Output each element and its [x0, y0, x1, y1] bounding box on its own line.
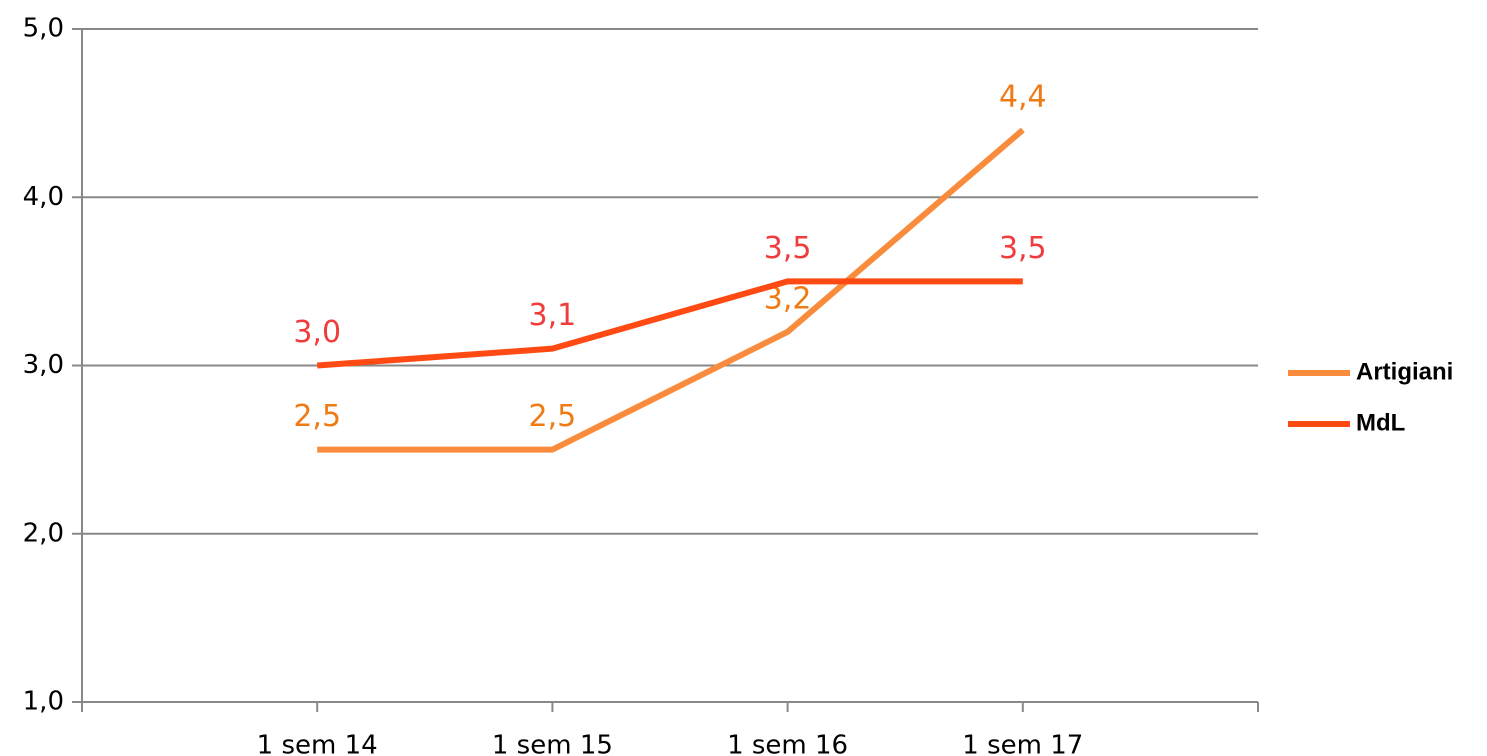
data-label: 2,5 — [529, 399, 577, 434]
data-label: 3,5 — [999, 231, 1047, 266]
y-tick-label: 4,0 — [23, 182, 64, 212]
y-tick-label: 3,0 — [23, 350, 64, 380]
data-label: 3,1 — [529, 298, 577, 333]
data-label: 4,4 — [999, 79, 1047, 114]
x-tick-label: 1 sem 16 — [727, 731, 848, 756]
x-tick-label: 1 sem 14 — [257, 731, 378, 756]
data-label: 3,5 — [764, 231, 812, 266]
line — [316, 278, 1023, 369]
y-tick-label: 5,0 — [23, 14, 64, 44]
data-label: 2,5 — [293, 399, 341, 434]
y-tick-label: 1,0 — [23, 687, 64, 717]
data-label: 3,0 — [293, 315, 341, 350]
legend-label: Artigiani — [1356, 358, 1453, 385]
y-tick-label: 2,0 — [23, 518, 64, 548]
x-tick-label: 1 sem 15 — [492, 731, 613, 756]
x-tick-label: 1 sem 17 — [962, 731, 1083, 756]
legend-label: MdL — [1356, 409, 1405, 436]
line — [317, 127, 1025, 453]
